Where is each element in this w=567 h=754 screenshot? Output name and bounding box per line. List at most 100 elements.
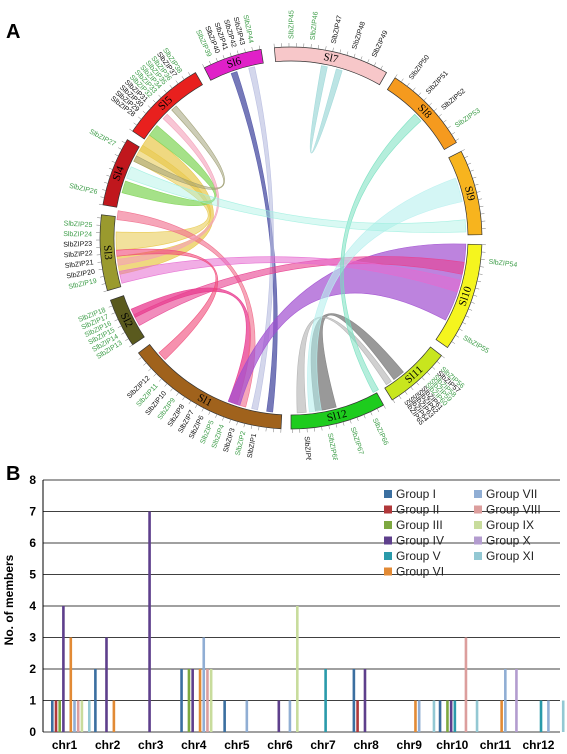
scale-tick xyxy=(335,423,338,428)
synteny-link xyxy=(307,177,463,413)
scale-tick xyxy=(469,169,474,172)
legend-entry: Group V xyxy=(396,549,441,563)
synteny-link xyxy=(310,313,404,412)
scale-tick xyxy=(462,322,467,325)
y-tick-label: 5 xyxy=(29,568,36,582)
legend-entry: Group VI xyxy=(396,565,444,579)
chromosome-sl3 xyxy=(99,214,122,292)
bar xyxy=(449,700,453,732)
scale-tick xyxy=(474,184,479,186)
chromosome-sl2 xyxy=(109,295,145,346)
bar xyxy=(88,700,91,732)
gene-label: SlbZIP24 xyxy=(63,231,92,238)
scale-tick xyxy=(158,94,162,99)
scale-tick xyxy=(98,203,103,206)
y-tick-label: 6 xyxy=(29,536,36,550)
legend-entry: Group IV xyxy=(396,534,444,548)
scale-tick xyxy=(367,59,370,64)
gene-label: SlbZIP69 xyxy=(303,436,312,460)
scale-tick xyxy=(360,56,363,61)
x-tick-label: chr5 xyxy=(224,738,250,752)
bar xyxy=(277,700,281,732)
scale-tick xyxy=(339,49,342,54)
scale-tick xyxy=(258,45,261,50)
gene-label: SlbZIP1 xyxy=(247,433,258,459)
bar xyxy=(539,700,543,732)
bar xyxy=(446,700,449,732)
bar xyxy=(438,700,442,732)
scale-tick xyxy=(410,386,414,391)
bar xyxy=(54,700,58,732)
y-tick-label: 4 xyxy=(29,599,36,613)
scale-tick xyxy=(103,290,108,292)
scale-tick xyxy=(376,408,380,413)
scale-tick xyxy=(111,312,116,315)
chromosome-sl4 xyxy=(102,139,140,208)
legend-entry: Group X xyxy=(486,534,531,548)
legend-swatch xyxy=(474,505,482,514)
x-tick-label: chr8 xyxy=(353,738,379,752)
synteny-link xyxy=(116,248,219,360)
gridlines xyxy=(43,479,560,733)
gene-label: SlbZIP22 xyxy=(64,250,93,259)
bar xyxy=(148,511,151,732)
chromosome-sl7 xyxy=(273,46,387,86)
gene-label: SlbZIP46 xyxy=(310,11,320,40)
scale-tick xyxy=(258,426,260,431)
gene-label: SlbZIP49 xyxy=(371,30,389,59)
scale-tick xyxy=(394,74,398,78)
scale-tick xyxy=(244,48,246,53)
chromosome-label: Sl7 xyxy=(322,51,339,66)
scale-tick xyxy=(250,424,253,429)
bar xyxy=(69,637,73,732)
bar xyxy=(209,669,213,732)
legend-entry: Group XI xyxy=(486,549,534,563)
scale-tick xyxy=(181,76,185,80)
scale-tick xyxy=(465,315,470,318)
scale-tick xyxy=(237,50,239,55)
x-tick-label: chr9 xyxy=(397,738,423,752)
scale-tick xyxy=(153,373,157,377)
scale-tick xyxy=(101,283,106,285)
scale-tick xyxy=(147,105,152,109)
bar-marks xyxy=(51,511,565,732)
y-tick-label: 2 xyxy=(29,662,36,676)
scale-tick xyxy=(142,110,147,114)
scale-tick xyxy=(442,119,447,123)
chromosome-label: Sl10 xyxy=(457,284,475,307)
scale-tick xyxy=(229,419,231,424)
scale-tick xyxy=(236,421,238,426)
gene-label: SlbZIP50 xyxy=(408,54,431,81)
gene-label: SlbZIP2 xyxy=(235,430,248,456)
scale-tick xyxy=(102,189,107,191)
scale-tick xyxy=(464,155,469,159)
y-tick-label: 7 xyxy=(29,505,36,519)
legend-swatch xyxy=(474,490,482,498)
legend-entry: Group IX xyxy=(486,518,534,532)
legend-entry: Group II xyxy=(396,503,439,517)
bar xyxy=(296,606,299,732)
scale-tick xyxy=(479,266,484,268)
scale-tick xyxy=(243,423,246,428)
bar xyxy=(191,669,194,732)
legend-swatch xyxy=(474,536,482,545)
scale-tick xyxy=(476,191,481,193)
bar xyxy=(417,700,421,732)
gene-label: SlbZIP55 xyxy=(461,335,490,356)
gene-label: SlbZIP3 xyxy=(223,427,237,453)
scale-tick xyxy=(321,426,323,431)
bar xyxy=(73,700,76,732)
bar xyxy=(356,700,359,732)
scale-tick xyxy=(392,399,396,404)
scale-tick xyxy=(100,196,105,198)
bar xyxy=(515,669,518,732)
scale-tick xyxy=(473,294,478,297)
scale-tick xyxy=(436,361,441,365)
scale-tick xyxy=(428,102,432,106)
scale-tick xyxy=(467,162,472,165)
gene-label: SlbZIP54 xyxy=(488,259,518,269)
legend-swatch xyxy=(384,505,392,514)
scale-tick xyxy=(412,87,416,91)
scale-tick xyxy=(169,85,173,89)
